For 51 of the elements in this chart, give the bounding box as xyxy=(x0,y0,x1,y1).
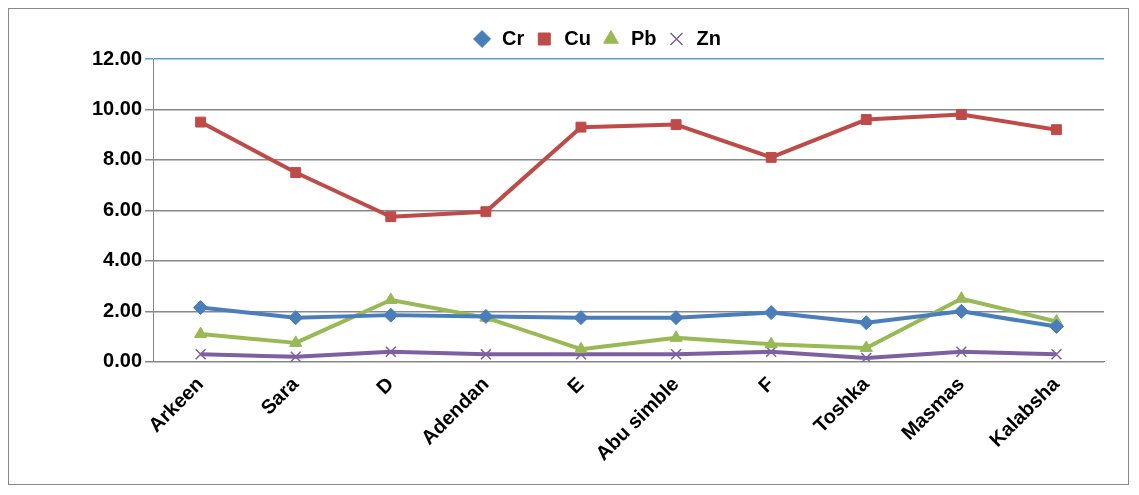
point xyxy=(574,341,588,354)
point xyxy=(383,307,399,323)
point xyxy=(765,346,777,358)
y-tick-label: 12.00 xyxy=(91,46,143,69)
y-tick-label: 2.00 xyxy=(103,298,143,321)
point xyxy=(290,167,302,178)
point xyxy=(670,119,682,131)
point xyxy=(955,109,967,120)
point xyxy=(480,206,492,218)
point xyxy=(385,346,397,358)
y-tick-label: 6.00 xyxy=(103,197,143,220)
point xyxy=(955,346,968,358)
point xyxy=(669,330,683,342)
point xyxy=(764,336,778,349)
point xyxy=(765,151,777,163)
point xyxy=(668,310,684,326)
legend-label: Cu xyxy=(564,26,591,49)
point xyxy=(289,351,302,362)
point xyxy=(194,326,208,339)
point xyxy=(193,300,209,316)
point xyxy=(763,305,779,321)
point xyxy=(670,348,682,360)
point xyxy=(288,310,304,326)
point xyxy=(953,303,969,319)
point xyxy=(1048,318,1064,334)
y-tick-label: 4.00 xyxy=(103,248,143,271)
point xyxy=(954,291,968,303)
legend-label: Zn xyxy=(696,26,721,49)
point xyxy=(859,340,873,352)
point xyxy=(384,292,398,304)
point xyxy=(858,315,874,331)
point xyxy=(385,211,397,223)
point xyxy=(573,310,589,326)
x-tick-label: F xyxy=(753,372,778,397)
legend-label: Cr xyxy=(502,26,525,49)
point xyxy=(195,116,207,128)
point xyxy=(194,348,207,360)
point xyxy=(480,348,492,360)
point xyxy=(1050,348,1063,360)
point xyxy=(860,114,872,126)
point xyxy=(860,352,872,362)
y-tick-label: 0.00 xyxy=(103,349,143,372)
y-tick-label: 8.00 xyxy=(103,147,143,170)
point xyxy=(575,121,587,133)
x-tick-label: D xyxy=(371,372,398,399)
x-tick-label: E xyxy=(562,372,588,398)
legend-label: Pb xyxy=(630,26,657,49)
x-tick-label: Sara xyxy=(256,371,304,419)
y-tick-label: 10.00 xyxy=(91,96,143,119)
point xyxy=(289,335,303,347)
point xyxy=(1051,124,1062,136)
